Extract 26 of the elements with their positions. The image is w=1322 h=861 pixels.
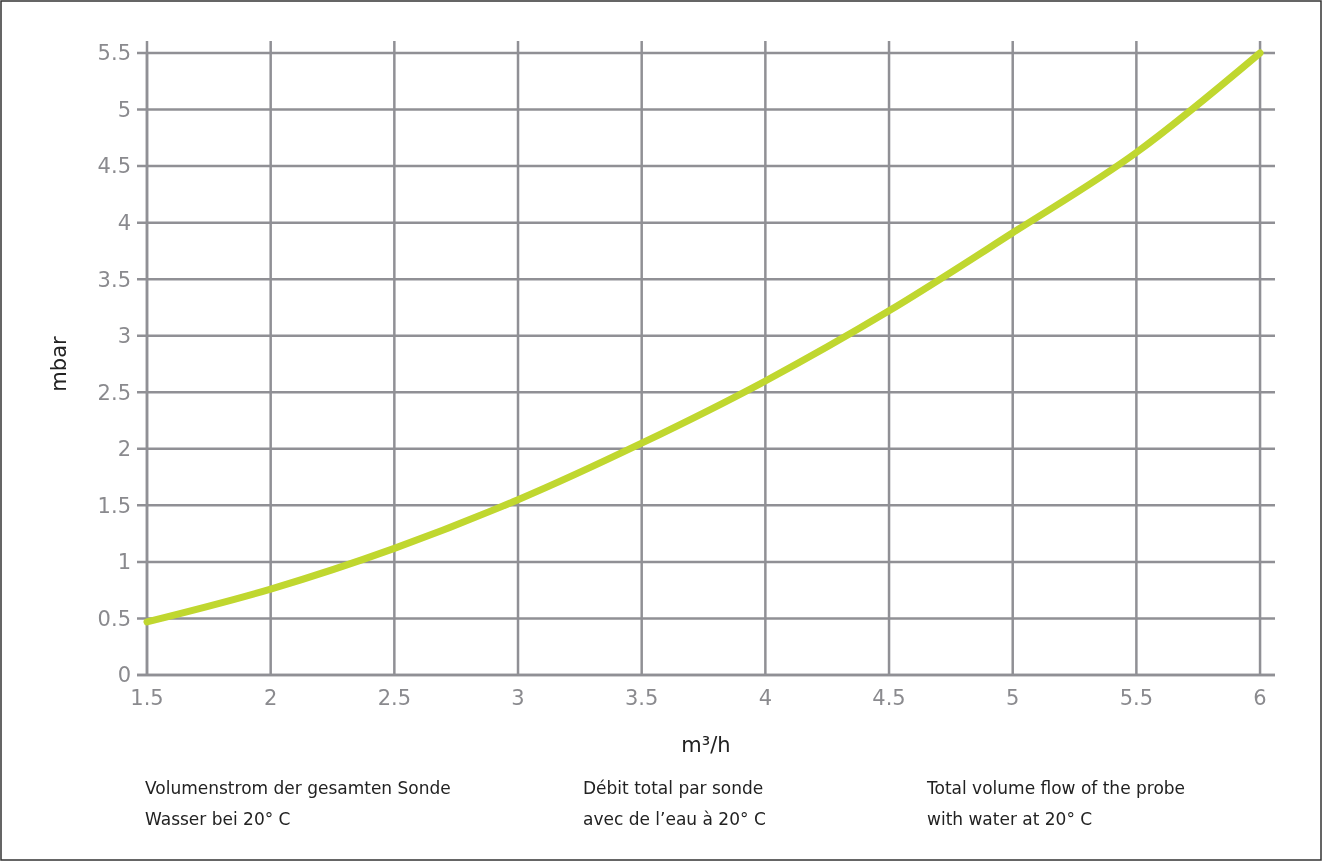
y-tick-label: 2.5 [97,380,131,405]
x-tick-label: 3 [511,686,525,710]
x-tick-label: 3.5 [624,686,659,710]
x-tick-label: 2.5 [377,686,412,710]
text: Volumenstrom der gesamten Sonde Wasser bei 20° C [145,778,451,829]
text: Total volume flow of the probe with water at 20° C [926,778,1186,829]
x-tick-label: 4 [758,686,773,710]
x-tick-label: 2 [263,686,278,710]
x-tick-label: 5.5 [1119,686,1154,710]
text: Débit total par sonde avec de l’eau à 20° C [583,778,766,829]
y-tick-label: 3.5 [97,267,131,292]
x-tick-label: 5 [1006,686,1020,710]
x-tick-label: 4.5 [872,686,906,710]
y-tick-label: 1.5 [97,493,131,518]
y-tick-label: 0 [117,663,131,688]
y-tick-label: 5.5 [97,41,131,66]
y-tick-label: 4 [117,210,131,235]
y-tick-label: 1 [117,550,131,575]
y-tick-label: 3 [117,324,131,349]
x-axis-title: m³/h [681,733,731,757]
y-tick-label: 0.5 [97,606,131,631]
y-tick-label: 5 [117,97,131,122]
y-axis-title: mbar [47,335,71,392]
x-tick-label: 6 [1253,686,1267,710]
y-tick-label: 2 [117,437,131,462]
y-tick-label: 4.5 [97,154,131,179]
